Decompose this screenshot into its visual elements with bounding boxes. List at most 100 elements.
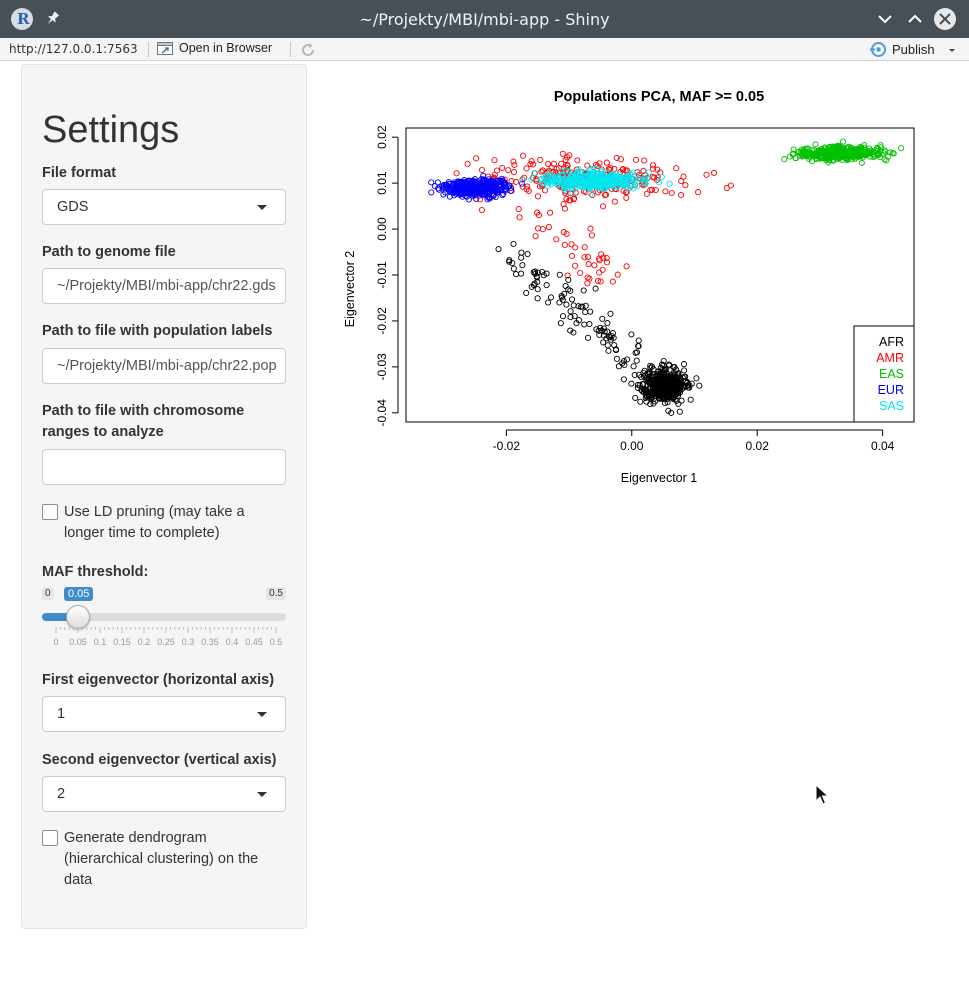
first-eigenvector-select[interactable]: 1	[42, 696, 286, 732]
data-point-afr	[650, 400, 657, 407]
data-point-eur	[476, 187, 483, 195]
data-point-amr	[603, 254, 610, 262]
publish-button[interactable]: Publish	[870, 41, 956, 58]
slider-tick-label: 0.5	[270, 637, 283, 647]
open-in-browser-button[interactable]: Open in Browser	[157, 41, 272, 55]
slider-tick-label: 0.35	[201, 637, 219, 647]
data-point-amr	[535, 212, 542, 219]
slider-track[interactable]	[42, 613, 286, 621]
data-point-amr	[594, 277, 601, 284]
window-titlebar: R ~/Projekty/MBI/mbi-app - Shiny	[0, 0, 969, 38]
data-point-eur	[501, 182, 508, 189]
data-point-afr	[663, 376, 670, 384]
data-point-eur	[483, 177, 490, 184]
data-point-afr	[670, 393, 677, 400]
data-point-afr	[624, 356, 631, 363]
toolbar-divider	[148, 42, 149, 57]
slider-handle[interactable]	[66, 605, 90, 629]
data-point-afr	[613, 355, 620, 362]
data-point-eas	[814, 151, 821, 158]
data-point-eas	[898, 145, 905, 152]
data-point-amr	[609, 278, 616, 285]
data-point-sas	[568, 184, 575, 191]
legend-entry-eas: EAS	[879, 367, 904, 381]
file-format-label: File format	[42, 165, 117, 181]
data-point-eur	[473, 181, 480, 188]
data-point-eas	[826, 143, 833, 151]
data-point-afr	[659, 382, 666, 389]
data-point-afr	[570, 329, 577, 336]
data-point-amr	[568, 252, 575, 259]
pin-icon[interactable]	[44, 9, 62, 27]
data-point-amr	[528, 158, 535, 165]
data-point-amr	[613, 154, 620, 161]
data-point-afr	[660, 395, 667, 403]
data-point-amr	[545, 224, 552, 231]
data-point-afr	[670, 391, 677, 398]
chevron-down-icon[interactable]	[948, 46, 956, 54]
maximize-icon[interactable]	[904, 8, 926, 30]
data-point-afr	[524, 250, 531, 258]
data-point-sas	[622, 180, 629, 188]
data-point-eas	[801, 148, 808, 155]
slider-value-label: 0.05	[64, 587, 94, 601]
data-point-sas	[599, 176, 606, 183]
data-point-afr	[638, 386, 645, 393]
plot-frame	[405, 127, 915, 423]
data-point-sas	[591, 180, 598, 187]
data-point-eas	[815, 148, 822, 155]
data-point-eur	[478, 186, 485, 193]
close-icon[interactable]	[934, 8, 956, 30]
population-path-value: ~/Projekty/MBI/mbi-app/chr22.pop	[57, 358, 277, 374]
data-point-amr	[603, 159, 610, 166]
data-point-amr	[545, 160, 552, 167]
url-field[interactable]: http://127.0.0.1:7563	[9, 42, 138, 56]
ranges-path-input[interactable]	[42, 449, 286, 485]
legend-entry-sas: SAS	[879, 399, 904, 413]
dendrogram-checkbox-box[interactable]	[42, 830, 58, 846]
data-point-sas	[636, 175, 643, 182]
data-point-amr	[523, 165, 530, 172]
genome-path-input[interactable]: ~/Projekty/MBI/mbi-app/chr22.gds	[42, 268, 286, 304]
data-point-eas	[827, 147, 834, 154]
file-format-select[interactable]: GDS	[42, 189, 286, 225]
data-point-amr	[512, 178, 520, 185]
data-point-eur	[486, 195, 493, 202]
data-point-amr	[623, 167, 630, 174]
x-tick-label: 0.00	[620, 439, 644, 453]
data-point-eas	[861, 142, 868, 149]
data-point-afr	[567, 327, 574, 334]
data-point-amr	[585, 261, 592, 268]
y-tick-label: 0.00	[375, 217, 389, 241]
data-point-eur	[492, 186, 499, 193]
data-point-afr	[600, 325, 608, 332]
data-point-afr	[556, 271, 563, 278]
minimize-icon[interactable]	[874, 8, 896, 30]
data-point-afr	[559, 296, 566, 303]
data-point-sas	[563, 167, 570, 174]
data-point-afr	[631, 371, 638, 379]
data-point-amr	[695, 189, 702, 196]
population-path-input[interactable]: ~/Projekty/MBI/mbi-app/chr22.pop	[42, 348, 286, 384]
data-point-eur	[456, 185, 463, 192]
slider-tick-label: 0	[53, 637, 58, 647]
data-point-amr	[510, 158, 517, 165]
slider-tick-label: 0.25	[157, 637, 175, 647]
data-point-afr	[562, 282, 569, 290]
ld-pruning-checkbox-box[interactable]	[42, 504, 58, 520]
data-point-sas	[561, 183, 568, 190]
data-point-afr	[652, 384, 659, 391]
y-tick-label: -0.04	[375, 399, 389, 427]
data-point-amr	[643, 190, 650, 197]
refresh-icon[interactable]	[300, 42, 316, 58]
data-point-eas	[870, 154, 877, 161]
data-point-amr	[649, 186, 656, 193]
data-point-amr	[567, 197, 574, 204]
data-point-afr	[604, 328, 611, 335]
data-point-eur	[500, 190, 507, 197]
maf-threshold-slider[interactable]: 0 0.5 0.05 0 0.05 0.1 0.15 0.2 0.25 0.3 0.35 0.4…	[42, 587, 286, 647]
second-eigenvector-select[interactable]: 2	[42, 776, 286, 812]
data-point-eur	[484, 188, 491, 195]
data-point-amr	[623, 188, 630, 196]
data-point-sas	[587, 190, 594, 197]
